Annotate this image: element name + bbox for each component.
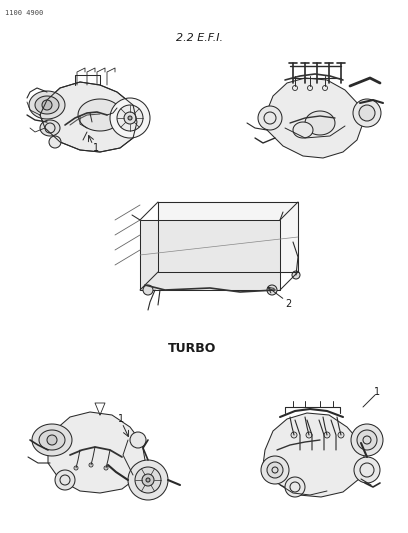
Text: 1100 4900: 1100 4900 xyxy=(5,10,43,16)
Circle shape xyxy=(291,432,297,438)
Polygon shape xyxy=(293,122,313,138)
Circle shape xyxy=(128,116,132,120)
Circle shape xyxy=(353,99,381,127)
Circle shape xyxy=(128,460,168,500)
Circle shape xyxy=(267,285,277,295)
Circle shape xyxy=(292,271,300,279)
Circle shape xyxy=(357,430,377,450)
Circle shape xyxy=(110,98,150,138)
Polygon shape xyxy=(39,430,65,450)
Circle shape xyxy=(42,100,52,110)
Polygon shape xyxy=(78,99,122,131)
Polygon shape xyxy=(305,111,335,135)
Text: 2: 2 xyxy=(285,299,291,309)
Text: 2.2 E.F.I.: 2.2 E.F.I. xyxy=(177,33,224,43)
Polygon shape xyxy=(158,202,298,272)
Polygon shape xyxy=(140,220,280,290)
Polygon shape xyxy=(263,413,365,497)
Circle shape xyxy=(142,474,154,486)
Text: 1: 1 xyxy=(93,143,99,153)
Circle shape xyxy=(47,435,57,445)
Text: TURBO: TURBO xyxy=(168,342,216,354)
Circle shape xyxy=(285,477,305,497)
Circle shape xyxy=(351,424,383,456)
Circle shape xyxy=(306,432,312,438)
Circle shape xyxy=(354,457,380,483)
Circle shape xyxy=(338,432,344,438)
Circle shape xyxy=(130,432,146,448)
Polygon shape xyxy=(29,91,65,119)
Text: 1: 1 xyxy=(374,387,380,397)
Circle shape xyxy=(146,478,150,482)
Text: 1: 1 xyxy=(118,414,124,424)
Circle shape xyxy=(324,432,330,438)
Circle shape xyxy=(49,136,61,148)
Circle shape xyxy=(261,456,289,484)
Circle shape xyxy=(55,470,75,490)
Circle shape xyxy=(267,462,283,478)
Circle shape xyxy=(359,105,375,121)
Circle shape xyxy=(258,106,282,130)
Polygon shape xyxy=(40,120,60,136)
Circle shape xyxy=(143,285,153,295)
Polygon shape xyxy=(48,412,145,493)
Circle shape xyxy=(124,112,136,124)
Circle shape xyxy=(135,467,161,493)
Circle shape xyxy=(117,105,143,131)
Polygon shape xyxy=(40,82,137,152)
Polygon shape xyxy=(265,78,363,158)
Polygon shape xyxy=(35,96,59,114)
Polygon shape xyxy=(32,424,72,456)
